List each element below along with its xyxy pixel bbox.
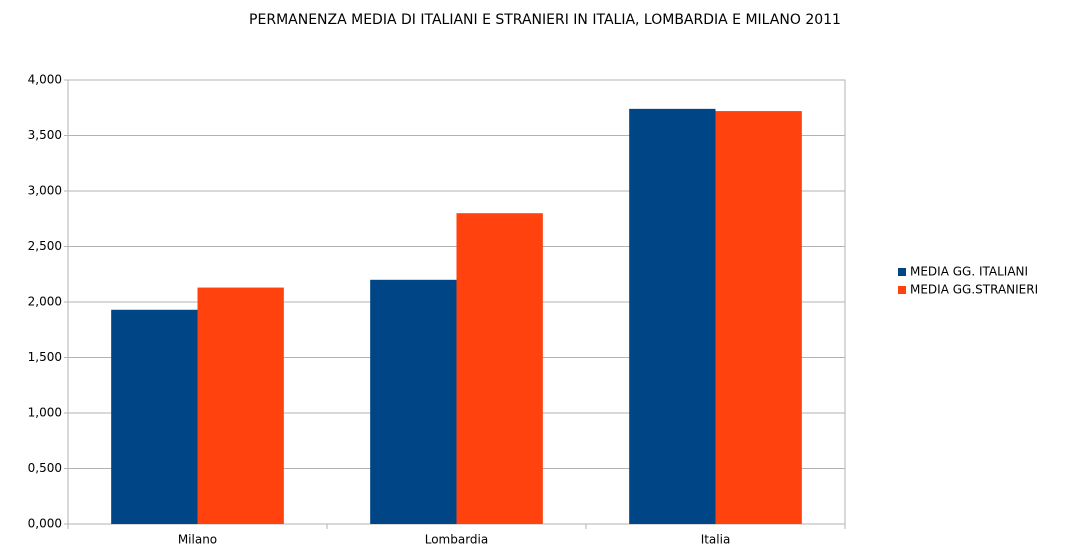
bar <box>197 287 284 524</box>
bar <box>629 108 716 525</box>
chart-title: PERMANENZA MEDIA DI ITALIANI E STRANIERI… <box>249 12 841 28</box>
bar <box>370 279 457 524</box>
y-tick-label: 2,500 <box>28 239 62 253</box>
y-tick-label: 0,500 <box>28 461 62 475</box>
y-tick-label: 0,000 <box>28 517 62 531</box>
y-tick-label: 1,500 <box>28 350 62 364</box>
x-tick-label: Lombardia <box>425 533 489 547</box>
bar <box>456 213 543 524</box>
legend-swatch <box>898 286 906 294</box>
y-tick-label: 1,000 <box>28 406 62 420</box>
y-tick-label: 2,000 <box>28 295 62 309</box>
y-tick-label: 4,000 <box>28 73 62 87</box>
x-tick-label: Milano <box>178 533 217 547</box>
x-tick-label: Italia <box>701 533 731 547</box>
bar <box>715 111 802 524</box>
y-tick-label: 3,500 <box>28 128 62 142</box>
legend-label: MEDIA GG. ITALIANI <box>910 265 1028 279</box>
legend-label: MEDIA GG.STRANIERI <box>910 283 1038 297</box>
bar <box>111 309 198 524</box>
legend-swatch <box>898 268 906 276</box>
y-tick-label: 3,000 <box>28 184 62 198</box>
